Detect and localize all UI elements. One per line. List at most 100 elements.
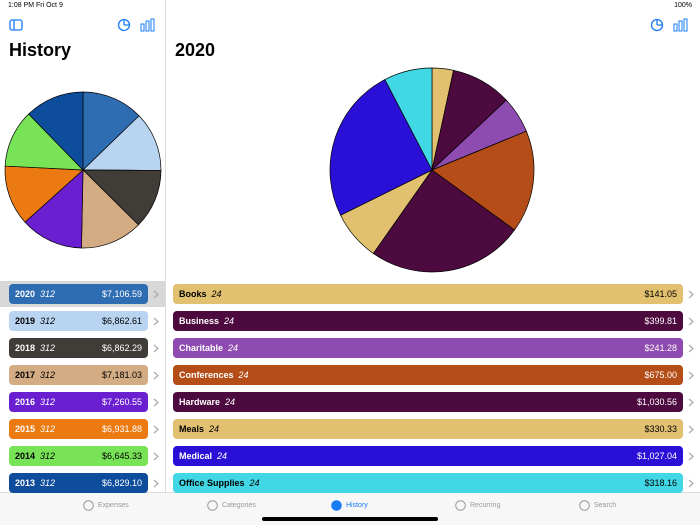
chevron-path (688, 371, 694, 380)
chevron (688, 371, 694, 380)
chart-icon[interactable] (117, 18, 131, 32)
list-row[interactable]: Charitable 24 $241.28 (173, 338, 683, 358)
chevron (153, 425, 159, 434)
row-count: 312 (40, 316, 56, 326)
list-row[interactable]: Conferences 24 $675.00 (173, 365, 683, 385)
tab[interactable]: Recurring (455, 500, 500, 511)
row-amount: $241.28 (644, 343, 677, 353)
pie-slice (81, 169, 139, 249)
list-row[interactable]: 2018 312 $6,862.29 (9, 338, 148, 358)
row-amount: $6,862.61 (101, 316, 142, 326)
row-amount: $675.00 (644, 370, 677, 380)
row-count: 312 (40, 343, 56, 353)
tab[interactable]: Expenses (83, 500, 129, 511)
chevron (153, 371, 159, 380)
list-row[interactable]: Business 24 $399.81 (173, 311, 683, 331)
tab-icon (83, 500, 94, 511)
chevron-path (153, 398, 159, 407)
tab-label: Search (594, 502, 617, 509)
row-label: 2019 (15, 316, 36, 326)
chevron (153, 398, 159, 407)
row-label: 2016 (15, 397, 36, 407)
divider (165, 0, 166, 492)
row-label: 2017 (15, 370, 36, 380)
bars-icon[interactable] (673, 18, 689, 32)
tab-icon-circle (207, 500, 218, 511)
list-row[interactable]: 2014 312 $6,645.33 (9, 446, 148, 466)
row-amount: $6,931.88 (101, 424, 142, 434)
row-label: 2015 (15, 424, 36, 434)
row-label: 2014 (15, 451, 36, 461)
row-amount: $330.33 (644, 424, 677, 434)
pie-slice (4, 165, 84, 223)
row-label: Charitable (179, 343, 224, 353)
row-label: Books (179, 289, 207, 299)
row-amount: $6,862.29 (101, 343, 142, 353)
tab-label: Expenses (98, 502, 129, 509)
chevron (688, 479, 694, 488)
tab-icon (331, 500, 342, 511)
time: 1:08 PM (8, 2, 35, 9)
chevron (688, 452, 694, 461)
chevron-path (688, 452, 694, 461)
list-row[interactable]: 2015 312 $6,931.88 (9, 419, 148, 439)
row-amount: $7,260.55 (101, 397, 142, 407)
pie-slice (384, 67, 433, 171)
tab-icon-circle (455, 500, 466, 511)
list-row[interactable]: 2019 312 $6,862.61 (9, 311, 148, 331)
row-count: 24 (217, 451, 228, 461)
tab[interactable]: History (331, 500, 368, 511)
row-count: 24 (228, 343, 239, 353)
chevron-path (688, 290, 694, 299)
row-count: 24 (249, 478, 260, 488)
list-row[interactable]: Hardware 24 $1,030.56 (173, 392, 683, 412)
list-row[interactable]: Medical 24 $1,027.04 (173, 446, 683, 466)
pies (4, 67, 535, 273)
sidebar-icon[interactable] (9, 19, 23, 31)
row-count: 312 (40, 478, 56, 488)
tab[interactable]: Search (579, 500, 616, 511)
list-row[interactable]: 2020 312 $7,106.59 (9, 284, 148, 304)
list-row[interactable]: 2016 312 $7,260.55 (9, 392, 148, 412)
list-row[interactable]: 2013 312 $6,829.10 (9, 473, 148, 493)
chevron-path (153, 317, 159, 326)
chevron-path (153, 425, 159, 434)
row-label: Medical (179, 451, 213, 461)
row-count: 24 (209, 424, 220, 434)
tab-icon-circle (83, 500, 94, 511)
battery: 100% (674, 2, 692, 9)
row-count: 24 (211, 289, 222, 299)
list-row[interactable]: Office Supplies 24 $318.16 (173, 473, 683, 493)
tab-icon (579, 500, 590, 511)
chevron (688, 425, 694, 434)
row-count: 24 (225, 397, 236, 407)
sidebar-title: History (9, 40, 72, 60)
chart-icon[interactable] (650, 18, 664, 32)
row-label: 2020 (15, 289, 36, 299)
list-row[interactable]: 2017 312 $7,181.03 (9, 365, 148, 385)
row-label: Office Supplies (179, 478, 245, 488)
row-amount: $6,645.33 (101, 451, 142, 461)
tab[interactable]: Categories (207, 500, 256, 511)
tab-icon-circle (331, 500, 342, 511)
row-amount: $318.16 (644, 478, 677, 488)
row-label: 2013 (15, 478, 36, 488)
list-row[interactable]: Meals 24 $330.33 (173, 419, 683, 439)
row-label: 2018 (15, 343, 36, 353)
detail-title: 2020 (175, 40, 216, 60)
chevron (153, 290, 159, 299)
chevron (688, 317, 694, 326)
row-amount: $1,030.56 (636, 397, 677, 407)
tab-icon (207, 500, 218, 511)
bars-icon[interactable] (140, 18, 156, 32)
chevron (153, 452, 159, 461)
chevron-path (153, 344, 159, 353)
tab-icon-circle (579, 500, 590, 511)
chevron-path (153, 452, 159, 461)
row-amount: $399.81 (644, 316, 677, 326)
pie-slice (329, 79, 433, 216)
row-label: Business (179, 316, 220, 326)
chevron (688, 344, 694, 353)
list-row[interactable]: Books 24 $141.05 (173, 284, 683, 304)
row-count: 312 (40, 424, 56, 434)
